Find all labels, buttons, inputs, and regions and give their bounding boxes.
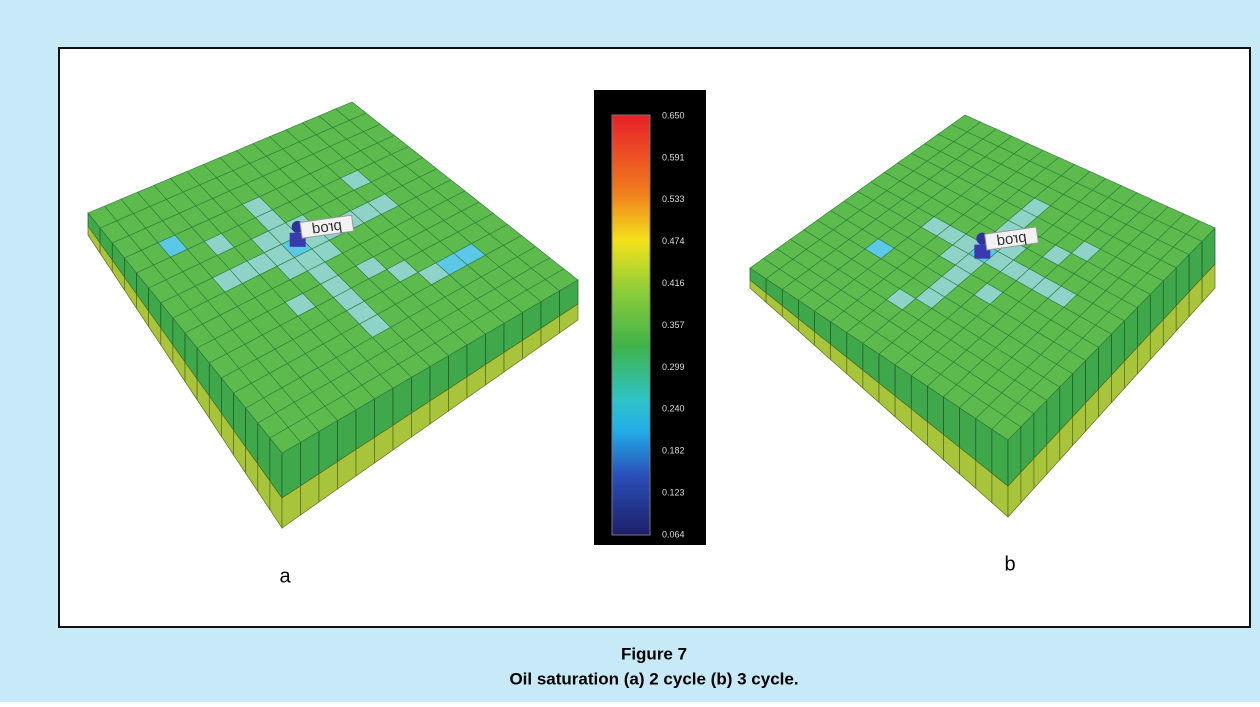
- colorbar-tick-label: 0.533: [662, 194, 685, 204]
- colorbar-tick-label: 0.064: [662, 529, 685, 539]
- colorbar-ticks: 0.650 0.591 0.533 0.474 0.416 0.357 0.299 0.240…: [662, 110, 685, 539]
- figure-number: Figure 7: [621, 644, 687, 663]
- panel-label: b: [1004, 553, 1015, 575]
- reservoir-model: prod: [749, 114, 1216, 518]
- colorbar-tick-label: 0.299: [662, 362, 685, 372]
- colorbar-tick-label: 0.182: [662, 446, 685, 456]
- colorbar: [611, 114, 651, 536]
- panel-label: a: [279, 565, 291, 587]
- top-cell: [544, 268, 579, 292]
- colorbar-tick-label: 0.650: [662, 110, 685, 120]
- colorbar-tick-label: 0.474: [662, 236, 685, 246]
- well-label-background: [984, 226, 1039, 251]
- models: prod prod: [87, 101, 1216, 530]
- colorbar-tick-label: 0.240: [662, 404, 685, 414]
- well-label-background: [299, 214, 355, 239]
- side-cell: [1201, 263, 1216, 304]
- colorbar-tick-label: 0.416: [662, 278, 685, 288]
- figure-caption: Oil saturation (a) 2 cycle (b) 3 cycle.: [509, 669, 798, 688]
- well-label: prod: [996, 228, 1028, 249]
- top-cell: [1185, 220, 1216, 242]
- colorbar-tick-label: 0.123: [662, 487, 685, 497]
- well-label: prod: [311, 217, 343, 238]
- colorbar-tick-label: 0.591: [662, 152, 685, 162]
- reservoir-model: prod: [87, 101, 579, 530]
- colorbar-tick-label: 0.357: [662, 320, 685, 330]
- side-cell: [559, 303, 579, 334]
